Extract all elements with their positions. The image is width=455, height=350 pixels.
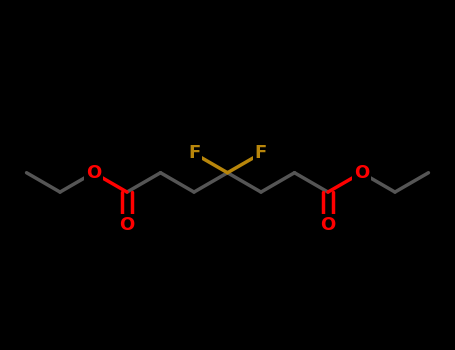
- Text: O: O: [354, 164, 369, 182]
- Text: O: O: [119, 216, 135, 234]
- Text: F: F: [255, 145, 267, 162]
- Text: F: F: [188, 145, 200, 162]
- Text: O: O: [86, 164, 101, 182]
- Text: O: O: [320, 216, 336, 234]
